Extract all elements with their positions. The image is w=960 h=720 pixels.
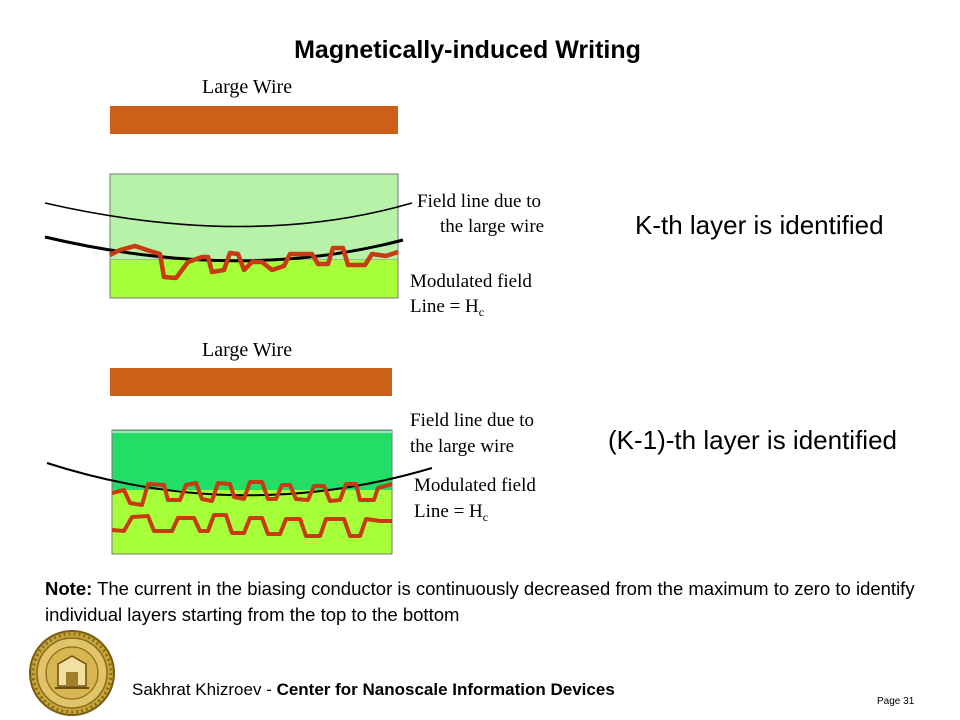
bottom-wire-label: Large Wire <box>202 339 293 361</box>
top-large-wire <box>110 106 398 134</box>
top-field-line-lower <box>44 235 404 263</box>
bottom-modulated-line-upper <box>111 480 393 507</box>
bottom-field-label-line1: Field line due to <box>410 410 535 431</box>
bottom-modulated-label-sub: c <box>482 510 489 524</box>
bottom-identified-text: (K-1)-th layer is identified <box>608 425 897 455</box>
note-paragraph: Note: The current in the biasing conduct… <box>45 576 925 628</box>
note-text: The current in the biasing conductor is … <box>45 578 915 625</box>
top-field-line-upper <box>44 202 413 228</box>
top-modulated-label-sub: c <box>478 305 485 319</box>
slide-title: Magnetically-induced Writing <box>294 36 641 64</box>
footer-author: Sakhrat Khizroev - <box>132 680 277 699</box>
top-modulated-label-line1: Modulated field <box>410 271 532 292</box>
top-wire-label: Large Wire <box>202 76 293 98</box>
top-field-label-line1: Field line due to <box>417 191 542 212</box>
top-medium-outline <box>109 173 399 299</box>
top-modulated-field-line <box>108 243 399 281</box>
bottom-field-line <box>46 462 433 497</box>
top-identified-text: K-th layer is identified <box>635 210 884 240</box>
top-modulated-label-line2: Line = Hc <box>410 295 484 324</box>
page-number: Page 31 <box>877 696 915 707</box>
bottom-field-label-line2: the large wire <box>410 436 515 457</box>
bottom-medium-lower-layer <box>112 490 392 554</box>
top-field-label-line2: the large wire <box>440 216 545 237</box>
bottom-large-wire <box>110 368 392 396</box>
top-modulated-label-prefix: Line = H <box>410 296 479 317</box>
footer-center: Center for Nanoscale Information Devices <box>276 680 615 699</box>
bottom-modulated-line-lower <box>111 513 392 538</box>
bottom-modulated-label-prefix: Line = H <box>414 501 483 522</box>
bottom-modulated-label-line2: Line = Hc <box>414 500 488 529</box>
bottom-modulated-label-line1: Modulated field <box>414 475 536 496</box>
note-label: Note: <box>45 578 93 599</box>
university-seal-icon <box>29 630 115 716</box>
footer-credit: Sakhrat Khizroev - Center for Nanoscale … <box>132 680 615 700</box>
